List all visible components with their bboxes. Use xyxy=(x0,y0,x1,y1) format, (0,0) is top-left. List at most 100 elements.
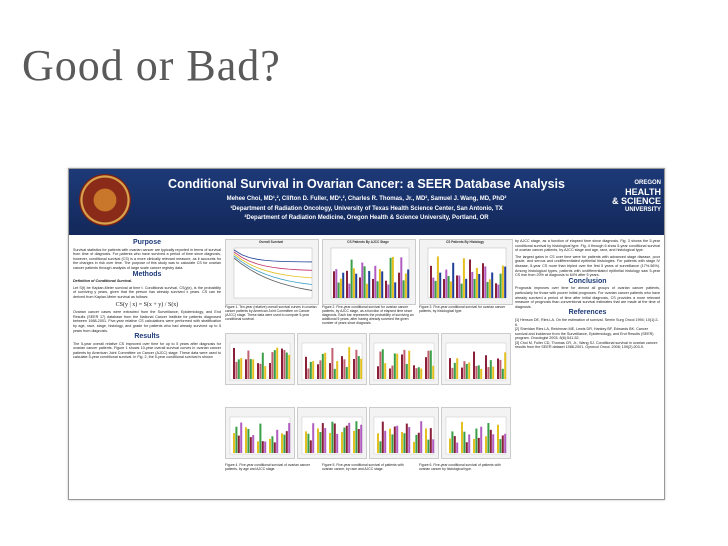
figure-shape xyxy=(357,429,360,453)
figure-shape xyxy=(497,424,499,453)
figure-shape xyxy=(462,258,465,298)
figure-shape xyxy=(393,426,396,453)
figure-shape xyxy=(247,428,250,453)
chart-title: CS Patients By Histology xyxy=(445,240,485,244)
figure-shape xyxy=(389,368,391,379)
figure-shape xyxy=(391,256,394,298)
figure-shape xyxy=(402,280,405,298)
figure-shape xyxy=(350,259,353,298)
figure-shape xyxy=(469,259,471,298)
logo-text: UNIVERSITY xyxy=(624,207,661,213)
figure-shape xyxy=(420,421,423,453)
figure-shape xyxy=(348,283,351,298)
figure-shape xyxy=(384,430,387,453)
figure-shape xyxy=(492,366,495,379)
figure-shape xyxy=(391,365,394,379)
figure-shape xyxy=(501,435,504,453)
figure-shape xyxy=(499,273,502,298)
figure-graphic xyxy=(229,342,291,381)
figure-shape xyxy=(384,363,387,379)
figure-shape xyxy=(345,367,348,379)
figure-shape xyxy=(447,276,450,298)
figure-shape xyxy=(317,364,319,379)
figure-caption: Figure 2. Five-year conditional survival… xyxy=(322,305,414,325)
figure-panel xyxy=(419,239,513,305)
figure-shape xyxy=(271,352,274,379)
figure-shape xyxy=(452,262,455,298)
figure-shape xyxy=(458,275,461,298)
subheading: Definition of Conditional Survival. xyxy=(73,279,133,284)
figure-shape xyxy=(398,272,400,298)
figure-shape xyxy=(396,425,399,453)
figure-shape xyxy=(499,439,502,453)
figure-shape xyxy=(235,361,238,379)
figure-shape xyxy=(353,358,355,379)
figure-shape xyxy=(405,423,408,453)
figure-shape xyxy=(341,356,343,379)
figure-shape xyxy=(495,283,497,298)
figure-shape xyxy=(463,431,466,453)
figure-shape xyxy=(324,352,327,379)
figure-shape xyxy=(247,350,250,379)
figure-shape xyxy=(480,426,483,453)
figure-shape xyxy=(400,257,403,298)
figure-shape xyxy=(393,353,396,379)
section-heading: Conclusion xyxy=(568,277,607,285)
figure-shape xyxy=(471,271,474,298)
paragraph: The 5-year overall relative CS improved … xyxy=(73,341,221,360)
figure-shape xyxy=(468,362,471,379)
figure-shape xyxy=(504,266,507,298)
figure-shape xyxy=(436,256,439,298)
figure-shape xyxy=(475,365,478,379)
figure-panel xyxy=(441,407,511,459)
figure-shape xyxy=(394,282,397,298)
figure-shape xyxy=(235,426,238,453)
figure-shape xyxy=(415,434,418,453)
figure-shape xyxy=(425,428,427,453)
ohsu-logo: OREGON HEALTH & SCIENCE UNIVERSITY xyxy=(599,179,661,215)
figure-shape xyxy=(487,423,490,453)
figure-graphic xyxy=(229,416,291,455)
figure-shape xyxy=(461,367,463,379)
section-heading: Methods xyxy=(132,270,162,278)
figure-shape xyxy=(329,432,331,453)
figure-shape xyxy=(331,421,334,453)
figure-shape xyxy=(485,436,487,453)
figure-shape xyxy=(381,271,384,298)
figure-shape xyxy=(252,435,255,453)
figure-shape xyxy=(343,427,346,453)
figure-shape xyxy=(484,266,487,298)
figure-shape xyxy=(429,428,432,453)
figure-shape xyxy=(264,441,267,453)
figure-shape xyxy=(396,353,399,379)
figure-shape xyxy=(387,284,390,298)
figure-caption: Figure 5. Five-year conditional survival… xyxy=(322,463,404,471)
figure-shape xyxy=(427,350,430,379)
figure-shape xyxy=(376,281,379,298)
figure-shape xyxy=(237,435,240,453)
figure-shape xyxy=(365,283,368,298)
figure-shape xyxy=(233,247,313,299)
figure-shape xyxy=(361,262,364,298)
reference: [1] Henson DE, Ries LA. On the estimatio… xyxy=(515,317,659,327)
figure-shape xyxy=(405,363,408,379)
figure-shape xyxy=(420,368,423,379)
figure-shape xyxy=(342,272,345,298)
figure-shape xyxy=(233,433,235,453)
figure-shape xyxy=(487,367,490,379)
figure-shape xyxy=(460,283,463,298)
figure-shape xyxy=(259,423,262,453)
figure-shape xyxy=(499,359,502,379)
figure-shape xyxy=(359,277,361,298)
figure-shape xyxy=(449,358,451,379)
figure-shape xyxy=(319,360,322,379)
reference: [2] Sheridan Ries LA, Reichman ME, Lewis… xyxy=(515,327,654,341)
figure-shape xyxy=(404,273,407,298)
figure-shape xyxy=(276,429,279,453)
figure-shape xyxy=(379,441,382,453)
figure-shape xyxy=(473,351,475,379)
figure-shape xyxy=(401,354,403,379)
logo-text: OREGON xyxy=(634,180,661,186)
figure-shape xyxy=(417,367,420,379)
